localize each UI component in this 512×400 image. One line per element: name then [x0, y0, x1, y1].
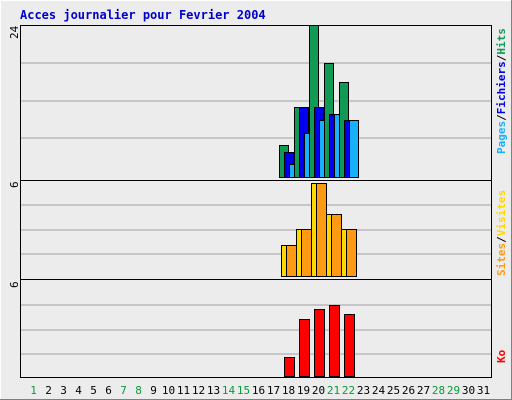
legend-sep: / — [495, 114, 508, 121]
day-label-13: 13 — [207, 384, 220, 397]
day-label-3: 3 — [60, 384, 67, 397]
panels-area: 24 Pages/Fichiers/Hits 6 Sites/Visites — [8, 25, 508, 378]
panel3-bars — [284, 305, 355, 377]
day-label-5: 5 — [90, 384, 97, 397]
day-label-26: 26 — [402, 384, 415, 397]
legend-visits: Visites — [495, 190, 508, 236]
legend-hits: Hits — [495, 28, 508, 55]
day-labels: 1 2 3 4 5 6 7 8 9 10 11 12 13 14 15 16 17 18 19 20 21 22 23 24 2… — [30, 384, 490, 397]
day-label-16: 16 — [252, 384, 265, 397]
panel-hits-files-pages: 24 Pages/Fichiers/Hits — [8, 25, 508, 178]
day-label-7: 7 — [120, 384, 127, 397]
day-label-27: 27 — [417, 384, 430, 397]
legend-kbytes: Ko — [495, 349, 508, 363]
bar-sites-day-21 — [331, 214, 342, 277]
day-label-19: 19 — [297, 384, 310, 397]
day-label-28: 28 — [432, 384, 445, 397]
bar-ko-day-20 — [314, 309, 325, 377]
legend-sep: / — [495, 54, 508, 61]
day-label-21: 21 — [327, 384, 340, 397]
panel2-bars — [281, 183, 357, 277]
panel-kbytes: 6 Ko — [8, 281, 508, 377]
day-label-12: 12 — [192, 384, 205, 397]
day-label-20: 20 — [312, 384, 325, 397]
panel2-legend: Sites/Visites — [495, 190, 508, 276]
bar-ko-day-21 — [329, 305, 340, 377]
legend-pages: Pages — [495, 121, 508, 154]
panel3-legend: Ko — [495, 349, 508, 363]
day-label-6: 6 — [105, 384, 112, 397]
day-label-15: 15 — [237, 384, 250, 397]
day-label-9: 9 — [150, 384, 157, 397]
day-label-4: 4 — [75, 384, 82, 397]
panel1-ymax-label: 24 — [8, 25, 21, 39]
day-label-1: 1 — [30, 384, 37, 397]
panel-sites-visits: 6 Sites/Visites — [8, 181, 508, 277]
bar-ko-day-19 — [299, 319, 310, 377]
day-label-22: 22 — [342, 384, 355, 397]
day-label-14: 14 — [222, 384, 236, 397]
day-label-31: 31 — [477, 384, 490, 397]
panel3-ymax-label: 6 — [8, 281, 21, 288]
day-label-2: 2 — [45, 384, 52, 397]
panel1-legend: Pages/Fichiers/Hits — [495, 28, 508, 154]
bar-sites-day-20 — [316, 183, 327, 277]
legend-files: Fichiers — [495, 61, 508, 114]
day-label-23: 23 — [357, 384, 370, 397]
day-label-8: 8 — [135, 384, 142, 397]
panel2-ymax-label: 6 — [8, 181, 21, 188]
day-label-10: 10 — [162, 384, 175, 397]
bar-sites-day-22 — [346, 229, 357, 277]
bar-sites-day-18 — [286, 245, 297, 277]
day-label-29: 29 — [447, 384, 460, 397]
bar-sites-day-19 — [301, 229, 312, 277]
bar-ko-day-18 — [284, 357, 295, 377]
day-label-11: 11 — [177, 384, 190, 397]
bar-ko-day-22 — [344, 314, 355, 377]
day-label-25: 25 — [387, 384, 400, 397]
day-label-18: 18 — [282, 384, 295, 397]
day-label-30: 30 — [462, 384, 475, 397]
bar-pages-day-22 — [349, 120, 359, 178]
legend-sites: Sites — [495, 243, 508, 276]
day-label-24: 24 — [372, 384, 386, 397]
panel1-bars — [279, 25, 359, 178]
legend-sep: / — [495, 236, 508, 243]
day-label-17: 17 — [267, 384, 280, 397]
chart-title: Acces journalier pour Fevrier 2004 — [20, 8, 266, 22]
